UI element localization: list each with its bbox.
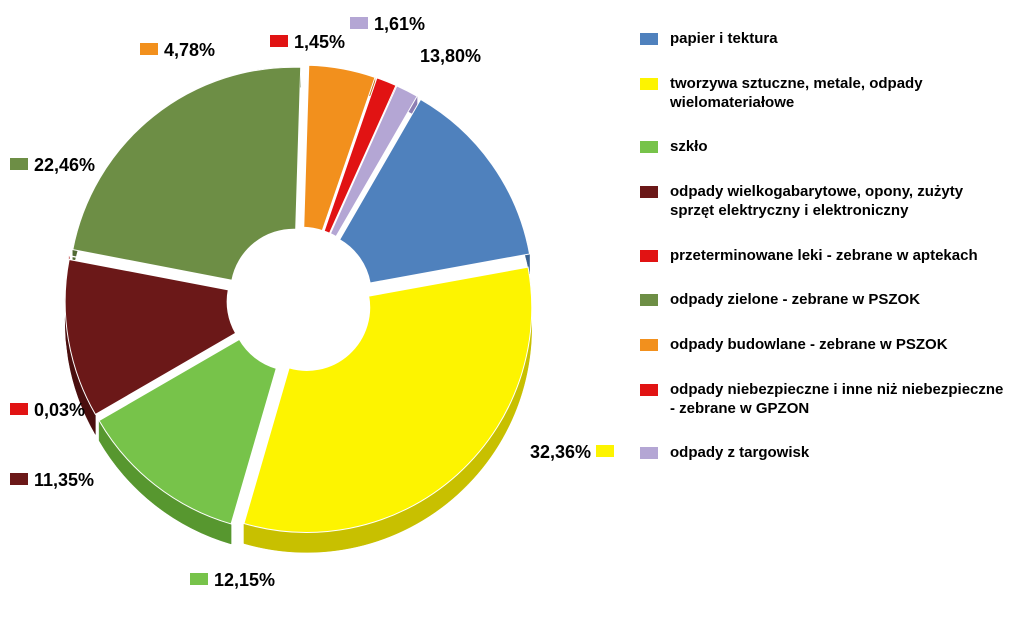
data-label-papier: 13,80%	[420, 46, 481, 67]
data-label-text-leki: 0,03%	[34, 400, 85, 420]
pie-slice-tworzywa	[244, 267, 532, 532]
legend-item-niebezpieczne: odpady niebezpieczne i inne niż niebezpi…	[640, 381, 1010, 419]
data-label-niebezpieczne: 1,45%	[270, 32, 345, 53]
legend-item-papier: papier i tektura	[640, 30, 1010, 49]
data-label-targowiska: 1,61%	[350, 14, 425, 35]
legend-item-szklo: szkło	[640, 138, 1010, 157]
legend-swatch-leki	[640, 250, 658, 262]
legend-item-targowiska: odpady z targowisk	[640, 444, 1010, 463]
legend-label-szklo: szkło	[670, 138, 708, 157]
data-label-swatch-tworzywa	[596, 445, 614, 457]
legend-label-papier: papier i tektura	[670, 30, 778, 49]
legend-label-targowiska: odpady z targowisk	[670, 444, 809, 463]
legend-swatch-szklo	[640, 141, 658, 153]
legend-swatch-wielkogab	[640, 186, 658, 198]
data-label-zielone: 22,46%	[10, 155, 95, 176]
data-label-swatch-szklo	[190, 573, 208, 585]
pie-slice-zielone	[73, 67, 301, 280]
pie-chart-container: papier i tektura tworzywa sztuczne, metal…	[0, 0, 1024, 621]
data-label-text-budowlane: 4,78%	[164, 40, 215, 60]
data-label-swatch-zielone	[10, 158, 28, 170]
data-label-text-niebezpieczne: 1,45%	[294, 32, 345, 52]
data-label-wielkogab: 11,35%	[10, 470, 94, 491]
data-label-budowlane: 4,78%	[140, 40, 215, 61]
data-label-swatch-budowlane	[140, 43, 158, 55]
legend-swatch-budowlane	[640, 339, 658, 351]
legend-swatch-targowiska	[640, 447, 658, 459]
data-label-text-wielkogab: 11,35%	[34, 470, 94, 490]
legend-item-budowlane: odpady budowlane - zebrane w PSZOK	[640, 336, 1010, 355]
data-label-tworzywa: 32,36%	[530, 442, 620, 463]
data-label-swatch-targowiska	[350, 17, 368, 29]
legend-swatch-tworzywa	[640, 78, 658, 90]
legend: papier i tektura tworzywa sztuczne, metal…	[640, 30, 1010, 489]
legend-item-wielkogab: odpady wielkogabarytowe, opony, zużyty s…	[640, 183, 1010, 221]
legend-swatch-papier	[640, 33, 658, 45]
data-label-swatch-wielkogab	[10, 473, 28, 485]
legend-label-zielone: odpady zielone - zebrane w PSZOK	[670, 291, 920, 310]
data-label-text-tworzywa: 32,36%	[530, 442, 591, 462]
data-label-leki: 0,03%	[10, 400, 85, 421]
legend-label-wielkogab: odpady wielkogabarytowe, opony, zużyty s…	[670, 183, 1010, 221]
data-label-text-szklo: 12,15%	[214, 570, 275, 590]
legend-swatch-niebezpieczne	[640, 384, 658, 396]
data-label-text-targowiska: 1,61%	[374, 14, 425, 34]
data-label-text-zielone: 22,46%	[34, 155, 95, 175]
legend-label-leki: przeterminowane leki - zebrane w aptekac…	[670, 247, 978, 266]
legend-label-niebezpieczne: odpady niebezpieczne i inne niż niebezpi…	[670, 381, 1010, 419]
data-label-text-papier: 13,80%	[420, 46, 481, 66]
legend-label-tworzywa: tworzywa sztuczne, metale, odpady wielom…	[670, 75, 1010, 113]
data-label-szklo: 12,15%	[190, 570, 275, 591]
legend-label-budowlane: odpady budowlane - zebrane w PSZOK	[670, 336, 948, 355]
legend-item-tworzywa: tworzywa sztuczne, metale, odpady wielom…	[640, 75, 1010, 113]
legend-item-zielone: odpady zielone - zebrane w PSZOK	[640, 291, 1010, 310]
data-label-swatch-leki	[10, 403, 28, 415]
legend-swatch-zielone	[640, 294, 658, 306]
legend-item-leki: przeterminowane leki - zebrane w aptekac…	[640, 247, 1010, 266]
data-label-swatch-niebezpieczne	[270, 35, 288, 47]
